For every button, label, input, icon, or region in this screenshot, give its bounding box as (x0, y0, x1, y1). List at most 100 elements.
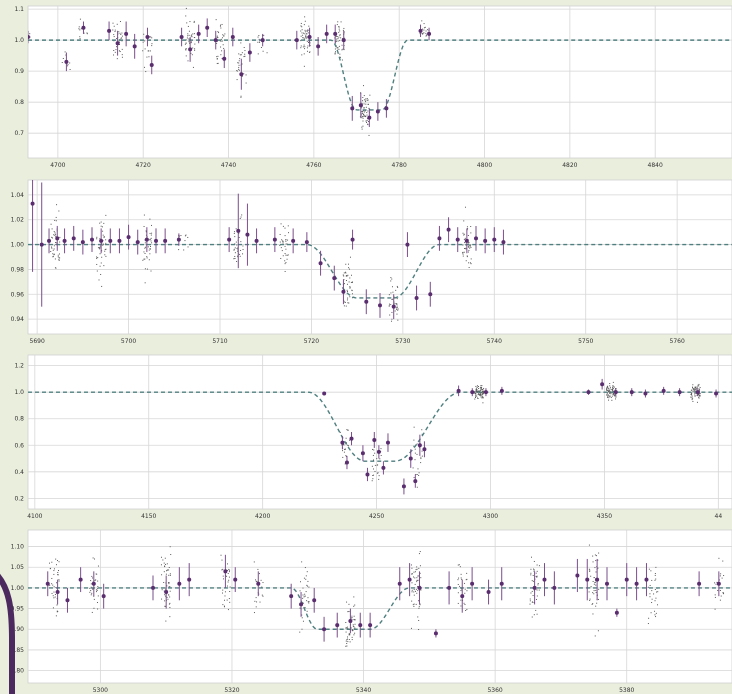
raw-point (475, 392, 477, 394)
raw-point (93, 607, 95, 609)
binned-point (542, 577, 547, 582)
binned-point (179, 35, 184, 40)
raw-point (245, 82, 247, 84)
raw-point (284, 253, 286, 255)
raw-point (103, 222, 105, 224)
raw-point (187, 246, 189, 248)
raw-point (215, 19, 217, 21)
raw-point (116, 58, 118, 60)
raw-point (615, 398, 617, 400)
raw-point (609, 388, 611, 390)
raw-point (145, 230, 147, 232)
raw-point (300, 40, 302, 42)
raw-point (345, 437, 347, 439)
raw-point (239, 255, 241, 257)
raw-point (478, 390, 480, 392)
raw-point (114, 29, 116, 31)
raw-point (120, 34, 122, 36)
raw-point (300, 581, 302, 583)
raw-point (609, 386, 611, 388)
raw-point (609, 391, 611, 393)
raw-point (142, 50, 144, 52)
raw-point (460, 577, 462, 579)
raw-point (588, 544, 590, 546)
raw-point (361, 128, 363, 130)
raw-point (396, 313, 398, 315)
raw-point (424, 26, 426, 28)
raw-point (480, 389, 482, 391)
raw-point (413, 591, 415, 593)
raw-point (348, 603, 350, 605)
raw-point (52, 256, 54, 258)
raw-point (335, 41, 337, 43)
raw-point (347, 611, 349, 613)
raw-point (420, 456, 422, 458)
raw-point (611, 389, 613, 391)
raw-point (235, 241, 237, 243)
binned-point (124, 31, 129, 36)
raw-point (59, 236, 61, 238)
raw-point (220, 554, 222, 556)
raw-point (240, 216, 242, 218)
binned-point (375, 109, 380, 114)
raw-point (413, 571, 415, 573)
raw-point (723, 575, 725, 577)
binned-point (447, 585, 452, 590)
raw-point (351, 297, 353, 299)
raw-point (349, 634, 351, 636)
raw-point (216, 35, 218, 37)
raw-point (419, 565, 421, 567)
raw-point (478, 393, 480, 395)
raw-point (654, 610, 656, 612)
raw-point (373, 459, 375, 461)
raw-point (53, 568, 55, 570)
raw-point (83, 32, 85, 34)
raw-point (187, 33, 189, 35)
raw-point (306, 33, 308, 35)
raw-point (91, 588, 93, 590)
raw-point (49, 584, 51, 586)
raw-point (416, 453, 418, 455)
raw-point (149, 238, 151, 240)
raw-point (654, 574, 656, 576)
raw-point (466, 578, 468, 580)
binned-point (254, 238, 259, 243)
raw-point (184, 43, 186, 45)
raw-point (364, 115, 366, 117)
raw-point (69, 62, 71, 64)
x-tick-label: 5320 (224, 687, 239, 694)
raw-point (185, 55, 187, 57)
raw-point (596, 555, 598, 557)
raw-point (360, 111, 362, 113)
raw-point (91, 592, 93, 594)
raw-point (168, 583, 170, 585)
raw-point (416, 592, 418, 594)
raw-point (262, 582, 264, 584)
raw-point (165, 620, 167, 622)
raw-point (609, 395, 611, 397)
raw-point (612, 390, 614, 392)
raw-point (589, 598, 591, 600)
raw-point (614, 394, 616, 396)
raw-point (411, 582, 413, 584)
raw-point (589, 570, 591, 572)
raw-point (367, 103, 369, 105)
raw-point (221, 40, 223, 42)
raw-point (412, 604, 414, 606)
raw-point (481, 391, 483, 393)
raw-point (413, 477, 415, 479)
raw-point (349, 641, 351, 643)
raw-point (362, 96, 364, 98)
binned-point (433, 631, 438, 636)
raw-point (481, 395, 483, 397)
raw-point (234, 252, 236, 254)
raw-point (693, 389, 695, 391)
raw-point (168, 594, 170, 596)
raw-point (259, 601, 261, 603)
raw-point (241, 76, 243, 78)
raw-point (100, 221, 102, 223)
raw-point (229, 590, 231, 592)
raw-point (348, 634, 350, 636)
raw-point (55, 244, 57, 246)
raw-point (166, 570, 168, 572)
